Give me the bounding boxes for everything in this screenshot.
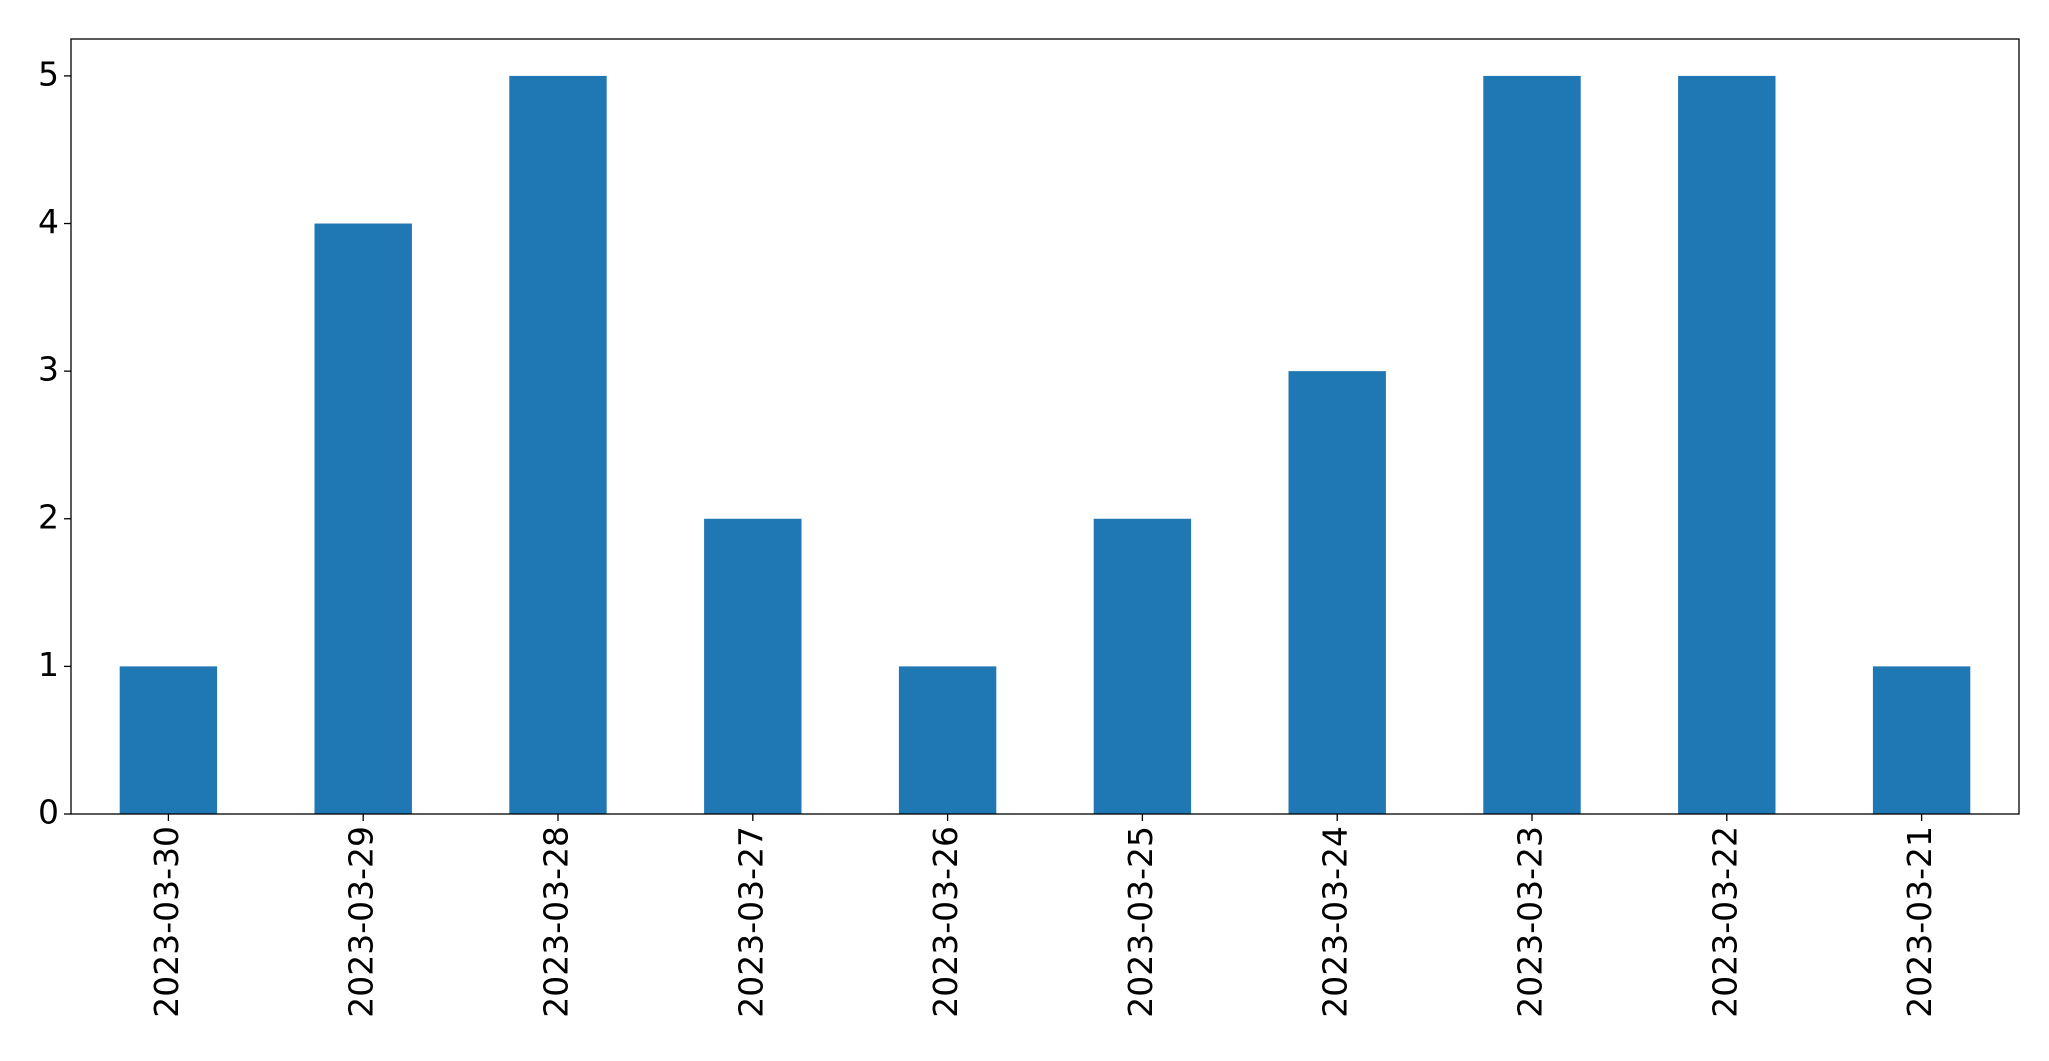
- y-tick-label: 5: [38, 54, 59, 93]
- x-tick-label: 2023-03-21: [1900, 826, 1939, 1018]
- bar: [898, 666, 997, 814]
- x-tick-label: 2023-03-28: [537, 826, 576, 1018]
- plot-frame: [70, 38, 2020, 815]
- bar: [1483, 75, 1581, 814]
- x-tick-label: 2023-03-26: [926, 826, 965, 1018]
- bar: [1288, 371, 1386, 814]
- x-tick-label: 2023-03-23: [1511, 826, 1550, 1018]
- x-tick-label: 2023-03-27: [731, 826, 770, 1018]
- y-tick-label: 1: [38, 645, 59, 684]
- bar: [509, 75, 607, 814]
- y-tick-label: 0: [38, 793, 59, 832]
- x-tick-label: 2023-03-24: [1316, 826, 1355, 1018]
- bar: [119, 666, 218, 814]
- bar: [704, 518, 802, 814]
- x-tick-label: 2023-03-30: [147, 826, 186, 1018]
- y-tick-label: 2: [38, 497, 59, 536]
- bar: [1678, 75, 1776, 814]
- bar: [1872, 666, 1971, 814]
- x-tick-label: 2023-03-22: [1705, 826, 1744, 1018]
- y-tick-label: 4: [38, 202, 59, 241]
- bar: [1093, 518, 1192, 814]
- x-tick-label: 2023-03-29: [342, 826, 381, 1018]
- bar: [314, 223, 412, 814]
- x-tick-label: 2023-03-25: [1121, 826, 1160, 1018]
- y-tick-label: 3: [38, 350, 59, 389]
